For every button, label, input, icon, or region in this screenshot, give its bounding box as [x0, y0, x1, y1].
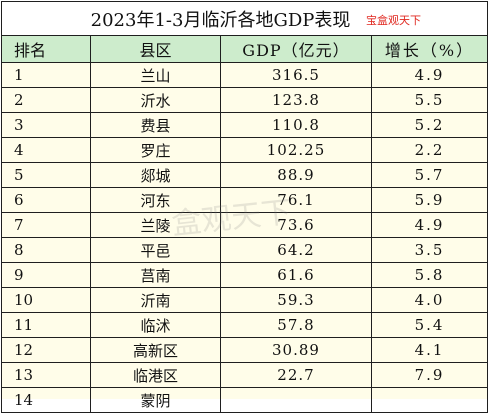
table-row: 3 费县 110.8 5.2	[1, 112, 488, 138]
cell-rank: 14	[1, 387, 91, 413]
cell-growth: 5.7	[370, 162, 488, 188]
table-row: 2 沂水 123.8 5.5	[1, 87, 488, 113]
cell-growth: 5.8	[370, 262, 488, 288]
cell-rank: 10	[1, 287, 91, 313]
cell-growth: 5.4	[370, 312, 488, 338]
cell-growth: 2.2	[370, 137, 488, 163]
cell-county: 临沭	[90, 312, 221, 338]
cell-gdp	[220, 387, 372, 413]
cell-gdp: 123.8	[220, 87, 372, 113]
cell-growth: 4.0	[370, 287, 488, 313]
table-title: 2023年1-3月临沂各地GDP表现	[90, 9, 351, 31]
table-row: 5 郯城 88.9 5.7	[1, 162, 488, 188]
cell-gdp: 102.25	[220, 137, 372, 163]
cell-growth: 4.9	[370, 212, 488, 238]
watermark-label: 宝盒观天下	[366, 14, 422, 27]
cell-growth: 4.9	[370, 62, 488, 88]
header-row: 排名 县区 GDP（亿元） 增长（%）	[1, 35, 488, 63]
table-row: 8 平邑 64.2 3.5	[1, 237, 488, 263]
cell-rank: 6	[1, 187, 91, 213]
cell-county: 蒙阴	[90, 387, 221, 413]
cell-gdp: 57.8	[220, 312, 372, 338]
header-county: 县区	[90, 35, 221, 63]
cell-county: 罗庄	[90, 137, 221, 163]
table-row: 10 沂南 59.3 4.0	[1, 287, 488, 313]
cell-gdp: 61.6	[220, 262, 372, 288]
table-row: 6 河东 76.1 5.9	[1, 187, 488, 213]
cell-county: 沂水	[90, 87, 221, 113]
cell-gdp: 110.8	[220, 112, 372, 138]
cell-rank: 9	[1, 262, 91, 288]
cell-growth: 5.2	[370, 112, 488, 138]
table-row: 11 临沭 57.8 5.4	[1, 312, 488, 338]
cell-rank: 4	[1, 137, 91, 163]
cell-rank: 11	[1, 312, 91, 338]
cell-rank: 3	[1, 112, 91, 138]
cell-growth: 3.5	[370, 237, 488, 263]
cell-growth: 5.9	[370, 187, 488, 213]
cell-gdp: 88.9	[220, 162, 372, 188]
cell-county: 兰陵	[90, 212, 221, 238]
header-growth: 增长（%）	[370, 35, 488, 63]
cell-gdp: 64.2	[220, 237, 372, 263]
cell-rank: 2	[1, 87, 91, 113]
cell-gdp: 73.6	[220, 212, 372, 238]
table-row: 7 兰陵 73.6 4.9	[1, 212, 488, 238]
table-row: 12 高新区 30.89 4.1	[1, 337, 488, 363]
cell-county: 临港区	[90, 362, 221, 388]
cell-county: 平邑	[90, 237, 221, 263]
cell-county: 河东	[90, 187, 221, 213]
table-row: 4 罗庄 102.25 2.2	[1, 137, 488, 163]
cell-rank: 8	[1, 237, 91, 263]
cell-gdp: 59.3	[220, 287, 372, 313]
table-row: 1 兰山 316.5 4.9	[1, 62, 488, 88]
cell-county: 莒南	[90, 262, 221, 288]
cell-growth: 7.9	[370, 362, 488, 388]
cell-county: 高新区	[90, 337, 221, 363]
table-row: 14 蒙阴	[1, 387, 488, 413]
cell-gdp: 76.1	[220, 187, 372, 213]
cell-rank: 1	[1, 62, 91, 88]
cell-growth: 5.5	[370, 87, 488, 113]
cell-rank: 12	[1, 337, 91, 363]
cell-growth	[370, 387, 488, 413]
cell-gdp: 22.7	[220, 362, 372, 388]
cell-county: 兰山	[90, 62, 221, 88]
header-gdp: GDP（亿元）	[220, 35, 372, 63]
cell-gdp: 30.89	[220, 337, 372, 363]
table-row: 9 莒南 61.6 5.8	[1, 262, 488, 288]
table-row: 13 临港区 22.7 7.9	[1, 362, 488, 388]
cell-county: 费县	[90, 112, 221, 138]
title-cell: 2023年1-3月临沂各地GDP表现 宝盒观天下	[0, 1, 488, 36]
cell-rank: 13	[1, 362, 91, 388]
header-rank: 排名	[1, 35, 91, 63]
cell-growth: 4.1	[370, 337, 488, 363]
cell-county: 沂南	[90, 287, 221, 313]
title-row: 2023年1-3月临沂各地GDP表现 宝盒观天下	[0, 1, 488, 36]
cell-rank: 5	[1, 162, 91, 188]
cell-gdp: 316.5	[220, 62, 372, 88]
cell-county: 郯城	[90, 162, 221, 188]
cell-rank: 7	[1, 212, 91, 238]
